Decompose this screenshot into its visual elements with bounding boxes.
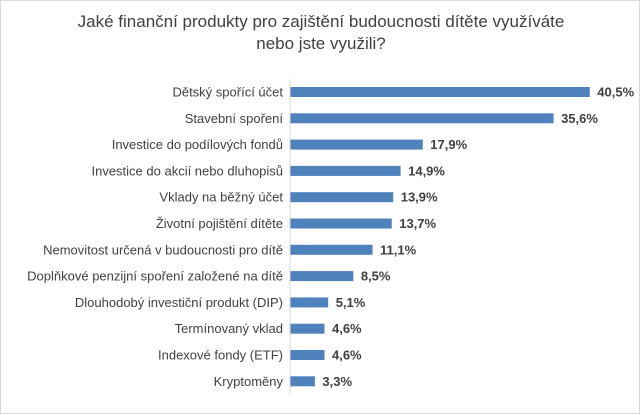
category-label: Životní pojištění dítěte bbox=[156, 216, 283, 231]
data-label: 11,1% bbox=[380, 242, 417, 257]
data-label: 5,1% bbox=[336, 295, 366, 310]
category-label: Investice do podílových fondů bbox=[112, 137, 283, 152]
bar bbox=[290, 376, 315, 387]
data-label: 40,5% bbox=[597, 85, 634, 100]
data-label: 35,6% bbox=[561, 111, 598, 126]
category-label: Investice do akcií nebo dluhopisů bbox=[91, 163, 283, 178]
category-label: Nemovitost určená v budoucnosti pro dítě bbox=[43, 242, 283, 257]
bar bbox=[290, 87, 590, 97]
category-label: Vklady na běžný účet bbox=[159, 190, 283, 205]
bar bbox=[290, 297, 329, 308]
data-label: 4,6% bbox=[332, 348, 362, 363]
bar bbox=[290, 271, 354, 282]
data-label: 3,3% bbox=[322, 374, 352, 389]
bar bbox=[290, 165, 401, 176]
bar bbox=[290, 350, 325, 360]
data-label: 13,7% bbox=[399, 216, 436, 231]
bar bbox=[290, 113, 554, 124]
bar bbox=[290, 139, 423, 150]
data-label: 14,9% bbox=[408, 163, 445, 178]
data-label: 17,9% bbox=[430, 137, 467, 152]
bar bbox=[290, 244, 373, 255]
chart-title: Jaké finanční produkty pro zajištění bud… bbox=[1, 11, 640, 55]
category-label: Dětský spořící účet bbox=[172, 85, 283, 100]
bar bbox=[290, 218, 392, 229]
category-label: Dlouhodobý investiční produkt (DIP) bbox=[75, 295, 283, 310]
data-label: 13,9% bbox=[401, 190, 438, 205]
category-label: Termínovaný vklad bbox=[175, 321, 283, 336]
bar bbox=[290, 323, 325, 334]
category-label: Kryptoměny bbox=[214, 374, 284, 389]
bar bbox=[290, 192, 394, 203]
data-label: 4,6% bbox=[332, 321, 362, 336]
category-label: Doplňkové penzijní spoření založené na d… bbox=[27, 269, 283, 284]
category-label: Stavební spoření bbox=[185, 111, 284, 126]
chart-title-line-2: nebo jste využili? bbox=[256, 34, 386, 53]
data-label: 8,5% bbox=[361, 269, 391, 284]
chart-title-line-1: Jaké finanční produkty pro zajištění bud… bbox=[77, 12, 565, 31]
category-label: Indexové fondy (ETF) bbox=[158, 348, 283, 363]
